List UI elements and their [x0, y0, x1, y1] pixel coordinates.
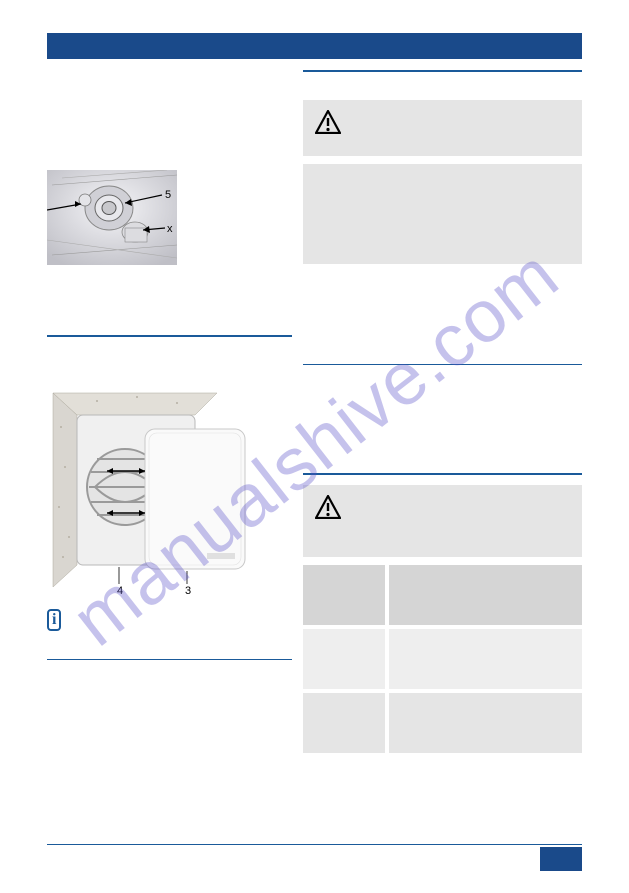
table-row: [303, 691, 582, 755]
table-header-1: [303, 565, 387, 627]
figure-cable-entry-svg: x 5 x: [47, 170, 177, 265]
info-icon: i: [47, 609, 61, 631]
caution-box-1: [303, 100, 582, 156]
table-cell: [303, 627, 387, 691]
note-box-1: [303, 164, 582, 264]
figure-fan-assembly-svg: 4 3: [47, 387, 247, 597]
svg-text:x: x: [167, 223, 173, 235]
table-cell: [303, 691, 387, 755]
figure-fan-assembly-wrap: 4 3: [47, 387, 292, 597]
svg-text:4: 4: [117, 585, 123, 597]
page: x 5 x: [0, 0, 629, 893]
svg-text:5: 5: [165, 189, 171, 201]
svg-text:3: 3: [185, 585, 191, 597]
section-rule-left-1: [47, 335, 292, 337]
table-row: [303, 565, 582, 627]
warning-icon: [315, 495, 341, 519]
section-rule-left-2: [47, 659, 292, 661]
left-column: x 5 x: [47, 70, 292, 660]
caution-box-2: [303, 485, 582, 557]
troubleshoot-table: [303, 565, 582, 757]
figure-cable-entry: x 5 x: [47, 170, 177, 265]
right-column: [303, 70, 582, 757]
header-bar: [47, 33, 582, 59]
table-header-2: [387, 565, 582, 627]
warning-icon: [315, 110, 341, 134]
footer-rule: [47, 844, 582, 845]
table-cell: [387, 627, 582, 691]
footer-page-bar: [540, 847, 582, 871]
figure-fan-assembly: 4 3: [47, 387, 247, 597]
table-cell: [387, 691, 582, 755]
table-row: [303, 627, 582, 691]
